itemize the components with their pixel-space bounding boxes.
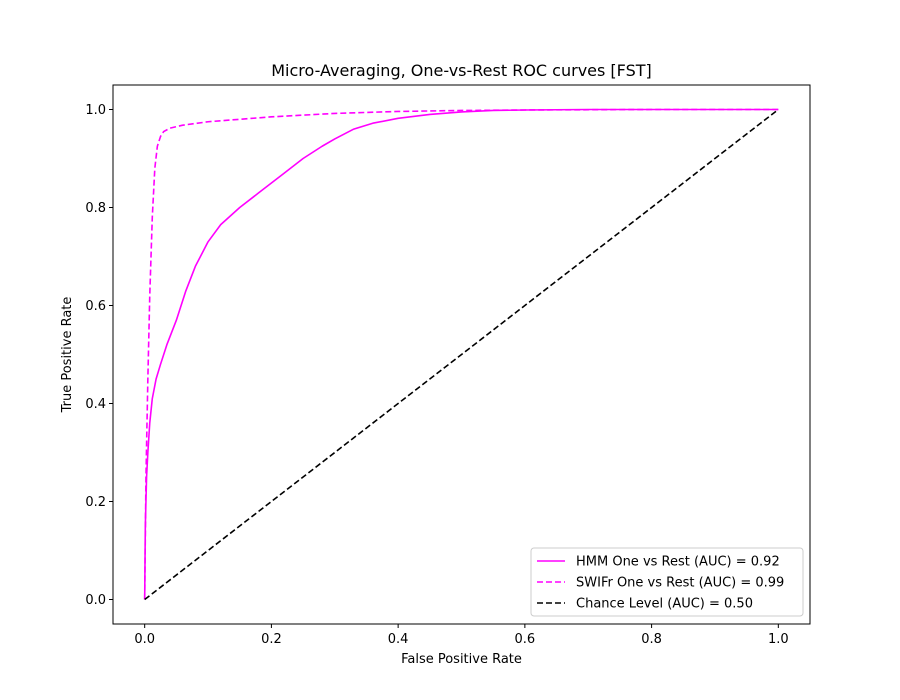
y-tick-label: 0.2 <box>85 495 106 510</box>
y-tick-label: 1.0 <box>85 103 106 118</box>
x-tick-label: 0.2 <box>261 632 282 647</box>
chart-title: Micro-Averaging, One-vs-Rest ROC curves … <box>271 61 652 80</box>
y-tick-label: 0.6 <box>85 299 106 314</box>
legend-box <box>530 547 804 617</box>
x-tick-label: 1.0 <box>768 632 789 647</box>
x-tick-label: 0.0 <box>134 632 155 647</box>
x-tick-label: 0.8 <box>641 632 662 647</box>
x-tick-label: 0.6 <box>515 632 536 647</box>
series-line-2 <box>143 108 779 600</box>
y-tick-label: 0.0 <box>85 593 106 608</box>
legend-label-3: Chance Level (AUC) = 0.50 <box>576 597 753 612</box>
series-line-3 <box>144 108 779 601</box>
series-line-1 <box>143 108 779 600</box>
x-tick-label: 0.4 <box>388 632 409 647</box>
legend-label-2: SWIFr One vs Rest (AUC) = 0.99 <box>576 576 784 591</box>
y-axis-label: True Positive Rate <box>60 297 75 414</box>
legend-label-1: HMM One vs Rest (AUC) = 0.92 <box>576 555 780 570</box>
plot-frame <box>112 84 811 625</box>
y-tick-label: 0.4 <box>85 397 106 412</box>
x-axis-label: False Positive Rate <box>401 652 522 667</box>
y-tick-label: 0.8 <box>85 201 106 216</box>
legend: HMM One vs Rest (AUC) = 0.92 SWIFr One vs… <box>530 547 804 617</box>
